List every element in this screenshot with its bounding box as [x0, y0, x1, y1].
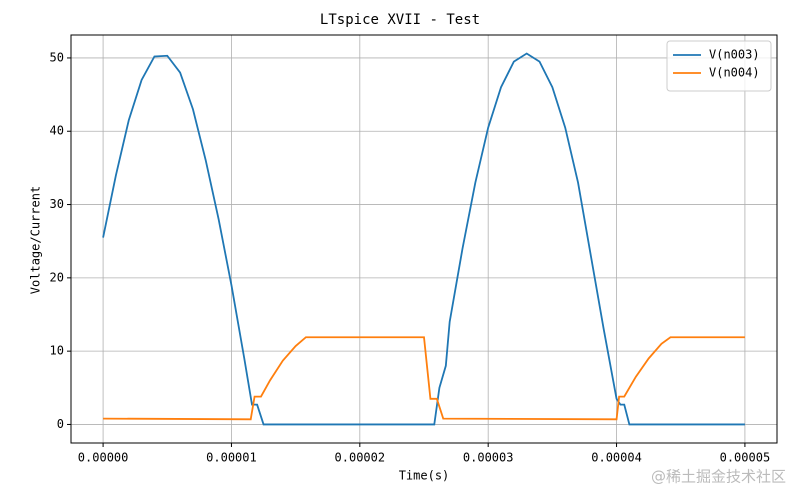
y-axis-label: Voltage/Current: [29, 186, 43, 294]
x-tick-label: 0.00002: [335, 451, 386, 465]
y-tick-label: 40: [50, 124, 64, 138]
y-tick-label: 10: [50, 344, 64, 358]
y-tick-label: 0: [57, 417, 64, 431]
legend-label: V(n004): [709, 66, 760, 80]
legend-box: [666, 40, 772, 92]
x-tick-label: 0.00001: [206, 451, 257, 465]
legend-label: V(n003): [709, 48, 760, 62]
line-series: [102, 52, 745, 426]
line-series: [103, 336, 745, 421]
x-axis-label: Time(s): [399, 469, 450, 483]
chart-title: LTspice XVII - Test: [320, 12, 480, 28]
plot-frame: [70, 34, 778, 444]
x-tick-label: 0.00004: [591, 451, 642, 465]
x-tick-label: 0.00000: [78, 451, 129, 465]
y-tick-label: 50: [50, 50, 64, 64]
x-tick-label: 0.00003: [463, 451, 514, 465]
y-tick-label: 20: [50, 270, 64, 284]
x-tick-label: 0.00005: [720, 451, 771, 465]
y-tick-label: 30: [50, 197, 64, 211]
watermark: @稀土掘金技术社区: [651, 468, 786, 486]
